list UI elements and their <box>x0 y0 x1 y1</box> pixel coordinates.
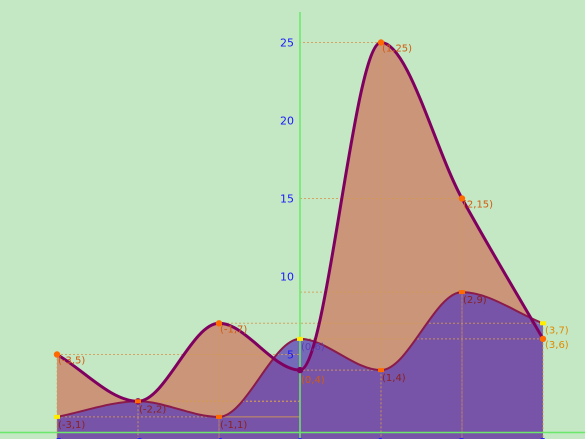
series-1-point-2 <box>215 320 223 327</box>
x-tick-label: -2 <box>133 436 144 439</box>
series-2-point-label: (3,7) <box>545 325 569 336</box>
y-tick-label: 15 <box>280 193 294 206</box>
x-tick-label: -3 <box>52 436 63 439</box>
x-tick-label: -1 <box>214 436 225 439</box>
series-1-point-5 <box>458 195 466 202</box>
x-tick-label: 0 <box>297 436 304 439</box>
series-2-point-label: (2,9) <box>463 295 487 306</box>
series-2-point-3 <box>297 336 303 341</box>
series-1-point-label: (0,4) <box>301 375 325 386</box>
series-2-point-label: (-2,2) <box>139 404 166 415</box>
y-tick-label: 5 <box>287 349 294 362</box>
series-1-point-label: (-3,5) <box>58 356 85 367</box>
series-2-point-2 <box>216 414 222 419</box>
series-1-point-0 <box>53 351 61 358</box>
series-2-point-label: (-1,1) <box>220 420 247 431</box>
series-1-point-label: (1,25) <box>382 44 412 55</box>
series-1-point-label: (-1,7) <box>220 324 247 335</box>
series-2-point-4 <box>378 368 384 373</box>
series-1-point-3 <box>296 366 304 374</box>
series-2-point-6 <box>540 321 546 326</box>
series-2-point-0 <box>54 414 60 419</box>
series-2-point-5 <box>459 290 465 295</box>
series-1-point-label: (2,15) <box>463 200 493 211</box>
x-tick-label: 3 <box>540 436 547 439</box>
y-tick-label: 20 <box>280 115 294 128</box>
series-2-point-label: (-3,1) <box>58 420 85 431</box>
series-1-point-6 <box>539 335 547 343</box>
series-2-point-label: (0,6) <box>301 342 325 353</box>
series-1-point-label: (3,6) <box>545 340 569 351</box>
series-2-point-label: (1,4) <box>382 373 406 384</box>
x-tick-label: 2 <box>459 436 466 439</box>
x-tick-label: 1 <box>378 436 385 439</box>
series-1-point-4 <box>377 39 385 46</box>
series-2-point-1 <box>135 399 141 404</box>
y-tick-label: 25 <box>280 37 294 50</box>
y-tick-label: 10 <box>280 271 294 284</box>
